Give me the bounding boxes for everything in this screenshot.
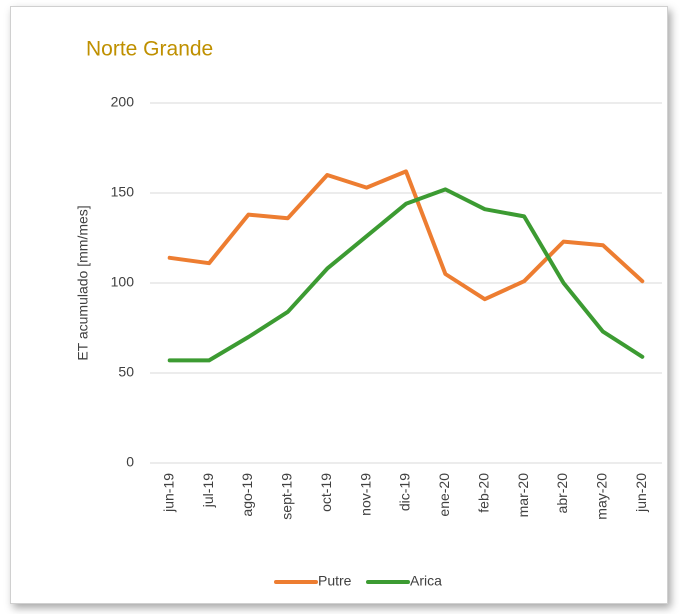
x-tick-label: abr-20 (554, 473, 570, 514)
y-tick-label: 100 (111, 274, 135, 290)
y-axis-label: ET acumulado [mm/mes] (75, 205, 91, 360)
y-tick-label: 200 (111, 94, 135, 110)
x-tick-label: ene-20 (436, 473, 452, 517)
line-series (167, 187, 645, 363)
chart-title: Norte Grande (86, 38, 213, 61)
x-tick-label: oct-19 (318, 473, 334, 512)
x-tick-label: mar-20 (515, 473, 531, 518)
x-tick-label: jul-19 (200, 473, 216, 508)
y-tick-label: 0 (126, 454, 134, 470)
x-tick-label: may-20 (594, 473, 610, 520)
y-tick-label: 50 (118, 364, 134, 380)
x-tick-label: nov-19 (357, 473, 373, 516)
x-tick-label: jun-20 (633, 473, 649, 513)
line-series (167, 169, 645, 302)
y-tick-label: 150 (111, 184, 135, 200)
x-tick-label: jun-19 (160, 473, 176, 513)
x-tick-label: feb-20 (475, 473, 491, 513)
x-tick-label: dic-19 (397, 473, 413, 511)
x-tick-label: sept-19 (279, 473, 295, 520)
chart-card (10, 6, 668, 604)
legend-label: Arica (410, 573, 442, 589)
x-tick-label: ago-19 (239, 473, 255, 517)
legend-label: Putre (318, 573, 352, 589)
